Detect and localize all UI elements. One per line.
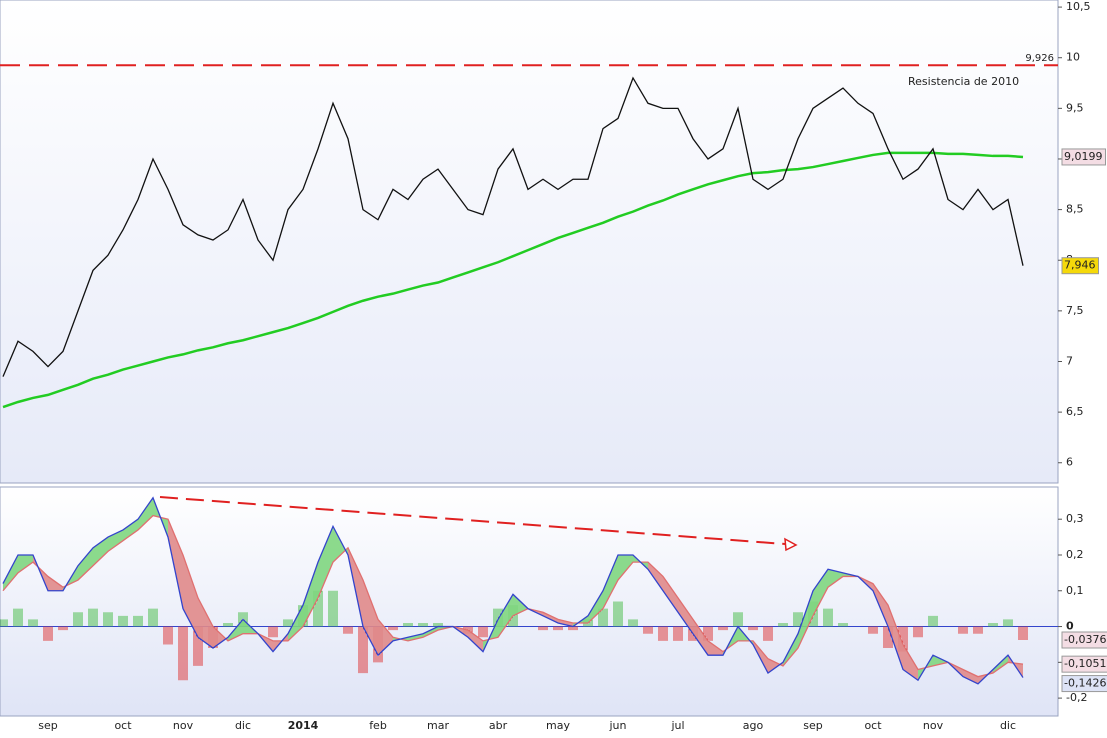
macd-band: [423, 626, 438, 638]
x-tick-label: mar: [427, 719, 449, 732]
moving-average: [2, 151, 1024, 409]
macd-band: [168, 519, 183, 609]
y-tick-label: 6,5: [1066, 405, 1084, 418]
divergence-arrow: [784, 537, 798, 552]
macd-band: [828, 569, 843, 588]
macd-band: [363, 580, 378, 656]
y-tick-label: -0,2: [1066, 691, 1087, 704]
x-tick-label: oct: [864, 719, 882, 732]
macd-band: [213, 626, 228, 649]
last-value-label: -0,1051: [1064, 657, 1106, 670]
macd-band: [798, 590, 813, 649]
x-tick-label: ago: [743, 719, 764, 732]
last-value-label: -0,0376: [1064, 633, 1106, 646]
macd-band: [333, 526, 348, 563]
macd-band: [378, 619, 393, 656]
x-tick-label: nov: [173, 719, 194, 732]
last-value-box: [1061, 655, 1107, 673]
x-tick-label: oct: [114, 719, 132, 732]
macd-band: [78, 547, 93, 581]
macd-band: [543, 612, 558, 623]
macd-band: [183, 554, 198, 638]
price-line: [2, 76, 1024, 377]
y-tick-label: 6: [1066, 456, 1073, 469]
macd-band: [888, 605, 903, 670]
last-value-box: [1061, 148, 1106, 166]
macd-band: [813, 569, 828, 616]
macd-band: [963, 669, 978, 684]
y-tick-label: 8,5: [1066, 203, 1084, 216]
x-tick-label: jun: [609, 719, 627, 732]
last-value-box: [1061, 631, 1107, 649]
y-tick-label: 0,1: [1066, 584, 1084, 597]
y-tick-label: 0,2: [1066, 548, 1084, 561]
x-tick-label: sep: [803, 719, 822, 732]
macd-band: [603, 554, 618, 609]
price-panel: [0, 0, 1059, 484]
macd-band: [468, 630, 483, 652]
resistance-label: 9,926: [1025, 53, 1054, 64]
last-value-label: 7,946: [1064, 259, 1096, 272]
macd-band: [198, 597, 213, 649]
macd-band: [558, 619, 573, 627]
macd-band: [648, 562, 663, 591]
y-tick-label: 0,3: [1066, 512, 1084, 525]
macd-chart: 0,30,20,10-0,1-0,2sepoctnovdic2014febmar…: [0, 496, 1107, 732]
macd-band: [303, 562, 318, 627]
macd-band: [138, 497, 153, 530]
macd-band: [498, 594, 513, 638]
last-value-box: [1061, 675, 1107, 693]
x-tick-label: nov: [923, 719, 944, 732]
macd-band: [678, 597, 693, 634]
x-tick-label: feb: [369, 719, 387, 732]
x-tick-label: jul: [670, 719, 684, 732]
macd-band: [123, 519, 138, 541]
macd-band: [48, 576, 63, 591]
x-tick-label: dic: [235, 719, 251, 732]
macd-band: [588, 590, 603, 623]
macd-band: [903, 644, 918, 681]
x-tick-label: dic: [1000, 719, 1016, 732]
y-tick-label: 7,5: [1066, 304, 1084, 317]
last-value-box: [1061, 257, 1099, 275]
macd-band: [408, 633, 423, 641]
x-tick-label: sep: [38, 719, 57, 732]
y-tick-label: 9,5: [1066, 101, 1084, 114]
macd-band: [3, 554, 18, 591]
y-tick-label: 10,5: [1066, 0, 1091, 13]
x-tick-label: 2014: [288, 719, 319, 732]
annotation: Resistencia de 2010: [908, 75, 1019, 88]
last-value-label: -0,1426: [1064, 677, 1106, 690]
macd-band: [663, 576, 678, 613]
macd-band: [768, 658, 783, 674]
macd-band: [618, 554, 633, 581]
x-tick-label: may: [546, 719, 570, 732]
last-value-label: 9,0199: [1064, 150, 1103, 163]
macd-band: [18, 554, 33, 573]
y-tick-label: 10: [1066, 51, 1080, 64]
macd-band: [318, 526, 333, 598]
x-tick-label: abr: [489, 719, 508, 732]
macd-band: [873, 583, 888, 627]
y-tick-label: 0: [1066, 620, 1074, 633]
divergence-line: [159, 496, 786, 545]
signal-line: [2, 514, 1024, 678]
macd-band: [708, 640, 723, 656]
macd-band: [93, 537, 108, 566]
macd-band: [693, 619, 708, 656]
macd-panel: [0, 486, 1059, 717]
y-tick-label: 7: [1066, 354, 1073, 367]
macd-line: [2, 496, 1024, 685]
macd-band: [288, 605, 303, 641]
